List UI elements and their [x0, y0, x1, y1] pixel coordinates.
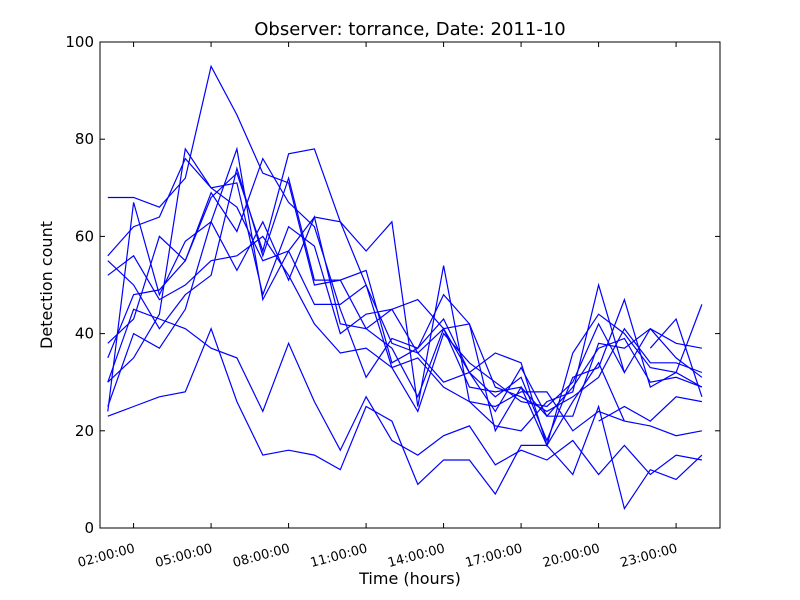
series-line-2 — [107, 166, 703, 413]
series-line-12 — [649, 317, 703, 397]
chart-title: Observer: torrance, Date: 2011-10 — [254, 19, 565, 40]
x-axis-label: Time (hours) — [358, 569, 461, 588]
y-tick-label: 100 — [65, 33, 94, 51]
series-line-6 — [107, 157, 703, 448]
series-line-13 — [598, 396, 703, 422]
y-tick-label: 80 — [75, 130, 94, 148]
series-line-10 — [107, 308, 703, 476]
y-tick-label: 0 — [84, 519, 94, 537]
series-line-7 — [107, 147, 703, 443]
series-line-4 — [107, 202, 703, 417]
y-tick-label: 40 — [75, 325, 94, 343]
series-line-5 — [107, 157, 703, 418]
y-tick-label: 20 — [75, 422, 94, 440]
series-line-9 — [107, 327, 703, 511]
series-layer — [107, 64, 703, 511]
y-tick-label: 60 — [75, 227, 94, 245]
plot-frame — [99, 41, 721, 529]
series-line-11 — [107, 235, 703, 437]
y-axis-label: Detection count — [37, 221, 56, 349]
series-line-3 — [107, 148, 703, 432]
series-line-8 — [107, 146, 625, 413]
